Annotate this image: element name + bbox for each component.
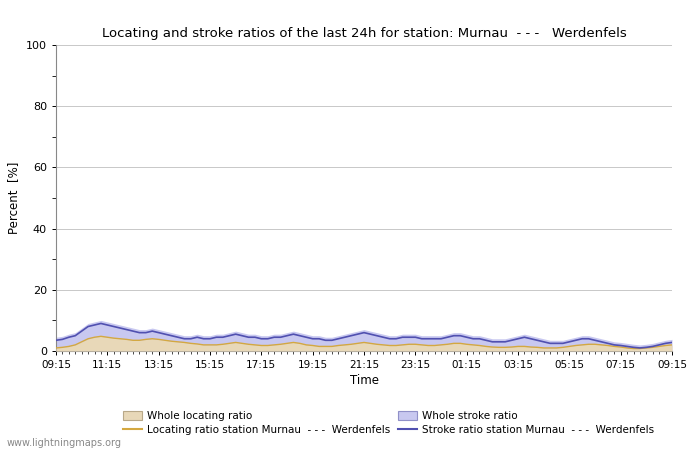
- Y-axis label: Percent  [%]: Percent [%]: [8, 162, 20, 234]
- Title: Locating and stroke ratios of the last 24h for station: Murnau  - - -   Werdenfe: Locating and stroke ratios of the last 2…: [102, 27, 626, 40]
- Legend: Whole locating ratio, Locating ratio station Murnau  - - -  Werdenfels, Whole st: Whole locating ratio, Locating ratio sta…: [122, 411, 654, 436]
- Text: www.lightningmaps.org: www.lightningmaps.org: [7, 438, 122, 448]
- X-axis label: Time: Time: [349, 374, 379, 387]
